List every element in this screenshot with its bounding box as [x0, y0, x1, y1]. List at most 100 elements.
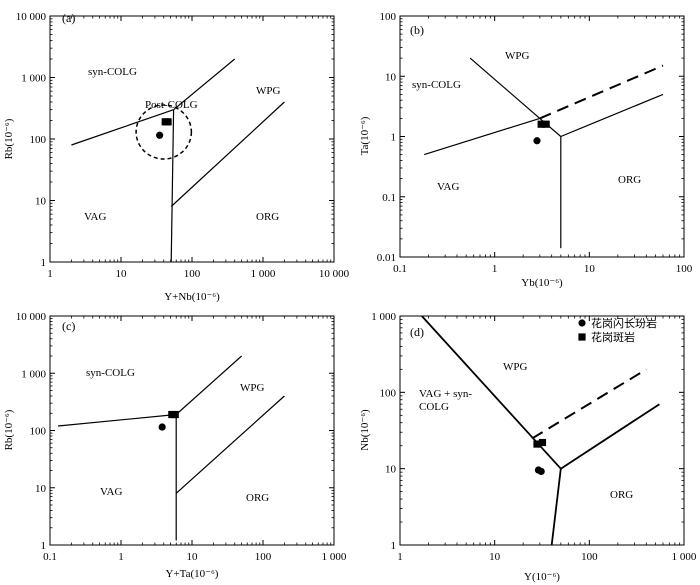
plot-frame [49, 315, 335, 546]
field-label-vag: VAG [100, 486, 122, 498]
boundary-line-3 [539, 64, 664, 120]
x-tick-label-100: 100 [184, 268, 201, 280]
x-tick-label-100: 100 [676, 263, 693, 275]
data-point-square [537, 120, 545, 128]
x-tick-label-1: 1 [397, 551, 403, 563]
y-axis-label: Rb(10⁻⁶) [3, 118, 15, 159]
x-axis-label: Y+Ta(10⁻⁶) [166, 568, 219, 580]
panel-a: 1 10 100 1 000 10 000 1 10 100 1 000 10 000 Y+Nb(1… [3, 11, 350, 303]
data-point-circle [156, 131, 164, 139]
data-point-circle [537, 467, 545, 476]
y-tick-label-1-000: 1 000 [371, 311, 396, 323]
field-label-org: ORG [246, 492, 269, 504]
legend-marker-square [578, 333, 586, 341]
boundary-line-2 [424, 117, 540, 156]
x-axis-label: Y(10⁻⁶) [524, 571, 560, 583]
y-tick-label-10: 10 [385, 71, 397, 83]
data-points [156, 118, 172, 139]
x-tick-label-1-000: 1 000 [672, 551, 697, 563]
post-colg-circle [135, 104, 193, 160]
y-tick-label-10: 10 [35, 196, 47, 208]
y-axis-label: Ta(10⁻⁶) [359, 116, 371, 155]
data-points [533, 438, 547, 476]
field-label-syn-colg: syn-COLG [88, 66, 137, 78]
y-tick-label-10-000: 10 000 [16, 311, 47, 323]
field-label-post-colg: Post-COLG [145, 99, 198, 111]
boundary-line-3 [550, 468, 562, 545]
plot-frame [399, 15, 685, 258]
y-tick-label-1: 1 [41, 257, 47, 269]
x-tick-label-10: 10 [187, 551, 199, 563]
field-label-syn-colg: syn-COLG [412, 79, 461, 91]
panel-d: 1 10 100 1 000 1 10 100 1 000 Y(10⁻⁶) Nb(10⁻⁶) (d)… [359, 311, 697, 583]
data-point-circle [533, 137, 541, 145]
field-label-org: ORG [610, 489, 633, 501]
field-boundaries [421, 316, 660, 545]
legend-entry-1: 花岗闪长玢岩 [591, 316, 657, 330]
boundary-line-4 [175, 395, 285, 494]
boundary-line-2 [175, 355, 243, 415]
y-tick-label-100: 100 [380, 387, 397, 399]
x-tick-label-1: 1 [118, 551, 124, 563]
boundary-line-3 [170, 109, 175, 262]
plot-frame [399, 315, 685, 546]
field-label-wpg: WPG [505, 50, 530, 62]
data-point-square [533, 440, 541, 448]
x-tick-label-0-1: 0.1 [43, 551, 57, 563]
y-tick-label-100: 100 [30, 134, 47, 146]
y-tick-label-0-01: 0.01 [377, 252, 396, 264]
x-tick-label-1: 1 [47, 268, 53, 280]
y-tick-label-1: 1 [41, 540, 47, 552]
y-tick-label-1: 1 [391, 540, 397, 552]
data-point-square [538, 438, 547, 447]
data-point-square [164, 118, 172, 126]
panel-b: 0.1 1 10 1000.010.1110100Yb(10⁻⁶)Ta(10⁻⁶)(b… [359, 11, 693, 289]
axis-ticks [399, 315, 685, 546]
x-tick-label-1: 1 [492, 263, 498, 275]
panel-tag: (d) [410, 325, 424, 339]
field-label-syn-colg: syn-COLG [86, 367, 135, 379]
y-tick-label-1-000: 1 000 [21, 73, 46, 85]
boundary-line-1 [58, 413, 177, 427]
x-tick-label-10: 10 [584, 263, 596, 275]
field-label-org: ORG [256, 211, 279, 223]
data-point-square [171, 410, 179, 419]
x-axis-label: Y+Nb(10⁻⁶) [164, 291, 220, 303]
field-boundaries [424, 57, 664, 249]
panel-tag: (b) [410, 23, 424, 37]
data-points [158, 410, 179, 431]
x-tick-label-10: 10 [489, 551, 501, 563]
y-tick-label-100: 100 [30, 426, 47, 438]
data-point-circle [158, 423, 166, 431]
x-tick-label-0-1: 0.1 [393, 263, 407, 275]
boundary-line-2 [173, 58, 236, 111]
y-tick-label-1: 1 [391, 132, 397, 144]
axis-ticks [399, 15, 685, 258]
field-label-vag-syn-colg: VAG + syn-COLG [419, 388, 472, 413]
y-tick-label-1-000: 1 000 [21, 368, 46, 380]
boundary-line-1 [71, 109, 174, 146]
y-axis-label: Rb(10⁻⁶) [3, 409, 15, 450]
axis-ticks [49, 15, 335, 263]
boundary-line-4 [560, 403, 660, 470]
x-tick-label-100: 100 [255, 551, 272, 563]
legend-marker-circle [578, 319, 586, 327]
plot-frame [49, 15, 335, 263]
field-label-wpg: WPG [503, 361, 528, 373]
boundary-line-4 [170, 101, 285, 207]
y-tick-label-10: 10 [35, 483, 47, 495]
axis-ticks [49, 315, 335, 546]
field-label-wpg: WPG [256, 85, 281, 97]
legend-entry-2: 花岗斑岩 [591, 330, 635, 344]
x-tick-label-1-000: 1 000 [322, 551, 347, 563]
panel-tag: (a) [62, 11, 75, 25]
x-tick-label-10: 10 [116, 268, 128, 280]
field-label-wpg: WPG [240, 382, 265, 394]
field-label-vag: VAG [437, 181, 459, 193]
field-label-org: ORG [618, 174, 641, 186]
field-boundaries [58, 355, 285, 541]
field-label-vag: VAG [84, 211, 106, 223]
x-axis-label: Yb(10⁻⁶) [521, 277, 563, 289]
